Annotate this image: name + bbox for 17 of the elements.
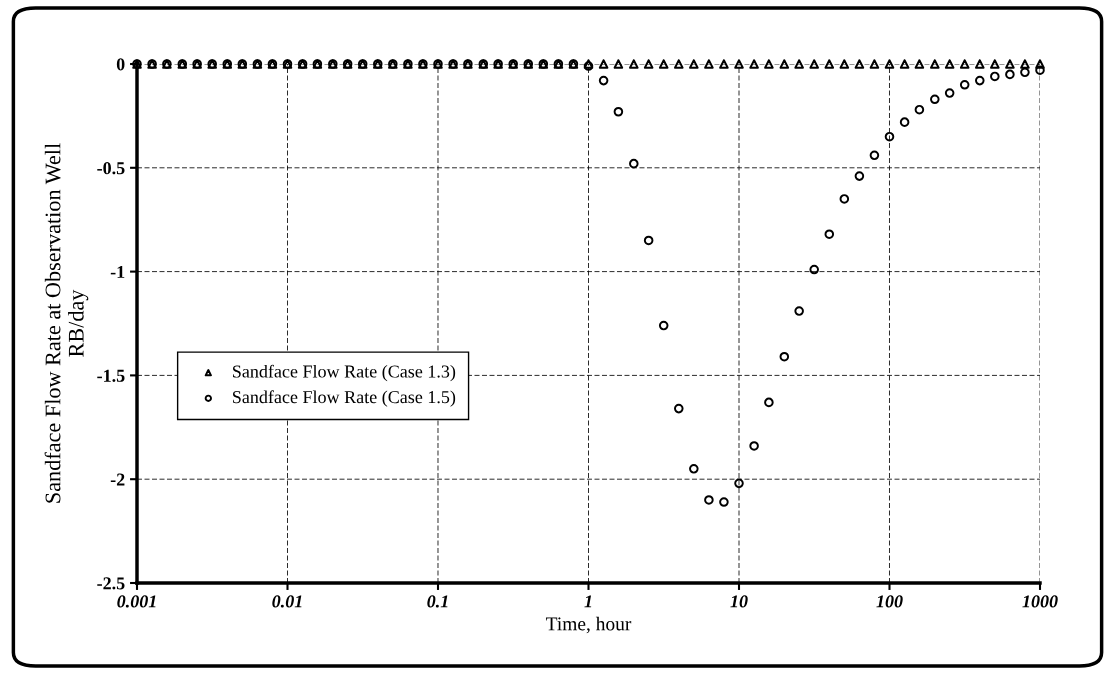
y-tick-label: -2	[110, 473, 125, 486]
y-tick-label: -0.5	[97, 162, 125, 175]
x-tick-label: 1000	[1022, 595, 1058, 608]
x-tick-label: 100	[876, 595, 903, 608]
y-tick-label: -1	[110, 265, 125, 278]
y-tick-label: 0	[116, 58, 125, 71]
y-tick-label: -2.5	[97, 577, 125, 590]
x-tick-label: 0.01	[272, 595, 302, 608]
y-axis-title: Sandface Flow Rate at Observation Well RB/day	[44, 143, 89, 503]
x-tick-label: 10	[730, 595, 748, 608]
x-tick-label: 1	[584, 595, 592, 608]
legend-label: Sandface Flow Rate (Case 1.5)	[233, 390, 456, 407]
x-tick-label: 0.001	[117, 595, 156, 608]
y-tick-label: -1.5	[97, 369, 125, 382]
x-tick-label: 0.1	[427, 595, 448, 608]
legend-label: Sandface Flow Rate (Case 1.3)	[233, 364, 456, 382]
x-axis-title: Time, hour	[545, 616, 632, 634]
